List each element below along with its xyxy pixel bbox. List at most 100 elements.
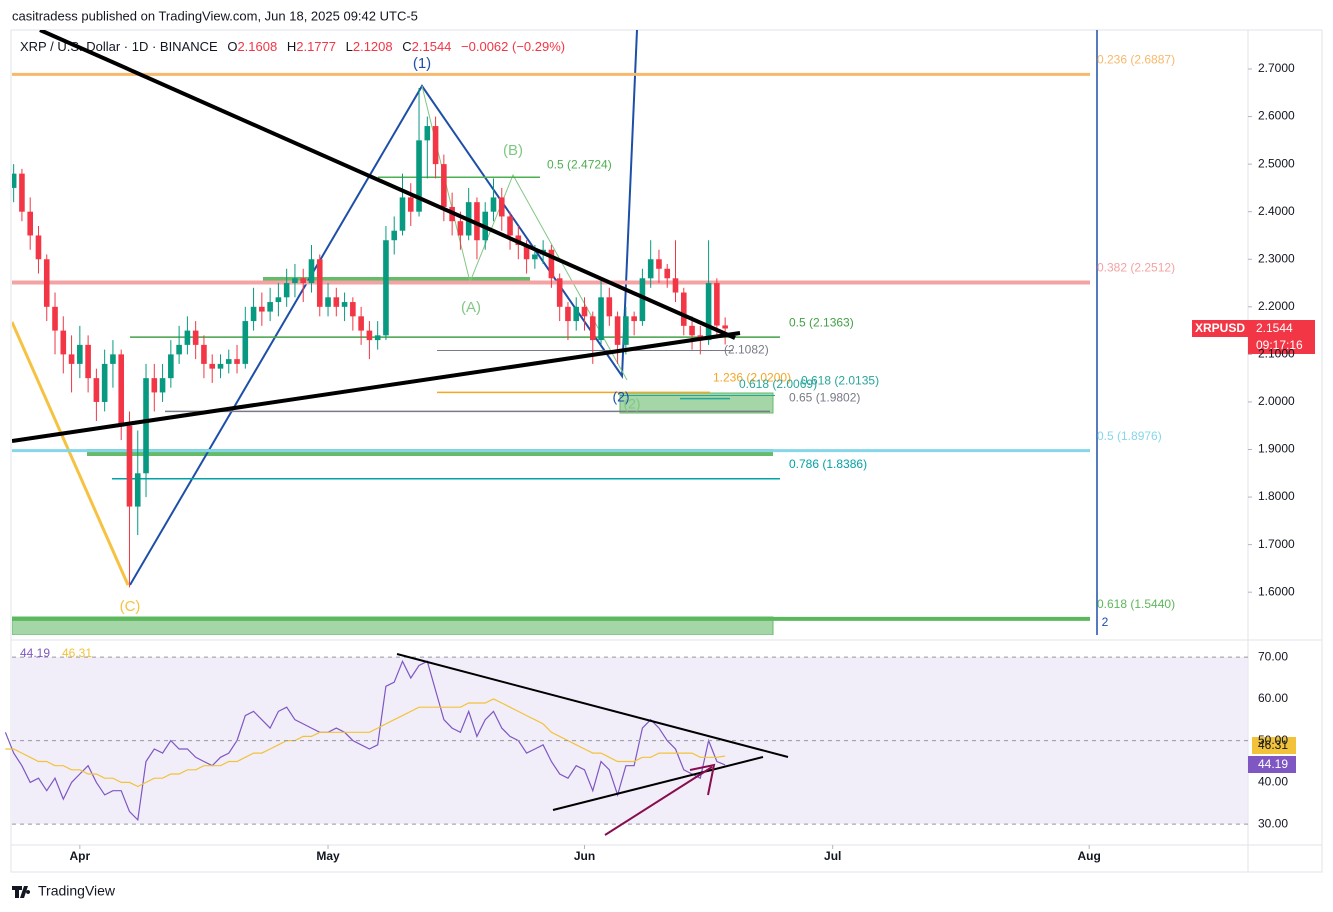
candle-body: [275, 297, 282, 303]
x-tick-label: Apr: [70, 849, 91, 863]
ohlc-value: 2.1777: [296, 39, 336, 54]
trendline: [39, 30, 736, 340]
fib-label: 0.618 (2.0069): [739, 377, 817, 391]
candle-body: [93, 378, 100, 402]
candle-body: [374, 335, 381, 341]
candle-body: [647, 259, 654, 279]
price-pane: [12, 30, 1098, 635]
rsi-legend: 44.19: [20, 646, 50, 660]
candle-body: [134, 473, 141, 507]
x-tick-label: Aug: [1077, 849, 1100, 863]
candle-body: [556, 278, 563, 307]
candle-body: [19, 173, 25, 212]
rsi-tick-label: 60.00: [1258, 691, 1288, 705]
candle-body: [118, 354, 125, 426]
ohlc-label: O: [227, 39, 237, 54]
countdown: 09:17:16: [1256, 338, 1303, 352]
y-tick-label: 2.6000: [1258, 109, 1295, 123]
fib-label: 0.618 (2.0135): [801, 374, 879, 388]
overlay: [12, 30, 741, 443]
candle-body: [77, 344, 83, 364]
wave-line: [12, 321, 130, 586]
candle-body: [598, 297, 604, 341]
y-tick-label: 2.7000: [1258, 61, 1295, 75]
zone: [263, 277, 530, 282]
fib-label: 1.236 (2.0200): [713, 371, 791, 385]
trendline: [396, 653, 789, 758]
candle-body: [672, 278, 679, 293]
y-tick-label: 2.2000: [1258, 299, 1295, 313]
change: −0.0062 (−0.29%): [461, 39, 565, 54]
wave-label: (2): [623, 396, 640, 412]
candle-body: [432, 126, 439, 165]
candle-body: [639, 278, 646, 322]
candle-body: [325, 297, 331, 307]
candle-body: [3, 188, 9, 212]
arrow: [604, 766, 713, 836]
ohlc-label: C: [402, 39, 411, 54]
candle-body: [283, 283, 290, 298]
candle-body: [151, 378, 158, 393]
candle-body: [358, 316, 364, 331]
candle-body: [441, 164, 447, 207]
candle-body: [680, 292, 687, 326]
y-tick-label: 2.4000: [1258, 204, 1295, 218]
wave-label: (2): [612, 389, 629, 405]
candle-body: [250, 306, 257, 322]
candle-body: [714, 283, 720, 326]
y-tick-label: 1.9000: [1258, 442, 1295, 456]
brand: TradingView: [38, 883, 116, 899]
candle-body: [234, 359, 240, 364]
candle-body: [43, 259, 50, 307]
fib-label: 0.382 (2.2512): [1097, 261, 1175, 275]
ticker: XRPUSD: [1195, 321, 1245, 335]
arrow-head: [689, 763, 716, 796]
candle-body: [507, 216, 513, 236]
wave-label: (1): [413, 55, 431, 72]
candle-body: [333, 297, 340, 307]
ohlc-label: L: [346, 39, 353, 54]
candle-body: [614, 316, 621, 345]
rsi-tick-label: 70.00: [1258, 649, 1288, 663]
price-badge: [1248, 320, 1315, 354]
y-tick-label: 2.5000: [1258, 156, 1295, 170]
candle-body: [705, 283, 712, 341]
candle-body: [101, 363, 108, 402]
candle-body: [664, 268, 671, 279]
candle-body: [548, 249, 555, 279]
candle-body: [490, 197, 497, 212]
fib-label: 0.5 (2.1363): [789, 315, 854, 329]
wave-label: (B): [503, 142, 523, 159]
candle-body: [391, 230, 398, 241]
candle-body: [573, 306, 580, 322]
candle-body: [474, 202, 480, 241]
rsi-tick-label: 40.00: [1258, 775, 1288, 789]
candle-body: [85, 344, 91, 379]
candle-body: [498, 197, 505, 217]
trendline: [12, 331, 741, 443]
ohlc-label: H: [287, 39, 296, 54]
ticker-badge: [1192, 320, 1248, 337]
fib-label: 0.5 (2.4724): [547, 157, 612, 171]
fib-label: 0.786 (1.8386): [789, 457, 867, 471]
rsi-line: [4, 659, 726, 822]
rsi-value: 44.19: [1258, 757, 1288, 771]
ohlc-value: 2.1208: [353, 39, 393, 54]
candle-body: [225, 359, 232, 364]
candle-body: [631, 316, 637, 322]
rsi-tick-label: 30.00: [1258, 816, 1288, 830]
x-tick-label: Jun: [574, 849, 595, 863]
candle-body: [341, 302, 348, 307]
candle-body: [292, 278, 298, 284]
candle-body: [52, 306, 58, 331]
candle-body: [300, 278, 307, 284]
symbol: XRP / U.S. Dollar · 1D · BINANCE: [20, 39, 218, 54]
candle-body: [308, 259, 315, 284]
candle-body: [192, 330, 199, 345]
candle-body: [68, 354, 75, 364]
y-tick-label: 1.7000: [1258, 537, 1295, 551]
ohlc-value: 2.1608: [237, 39, 277, 54]
candle-body: [176, 344, 182, 355]
